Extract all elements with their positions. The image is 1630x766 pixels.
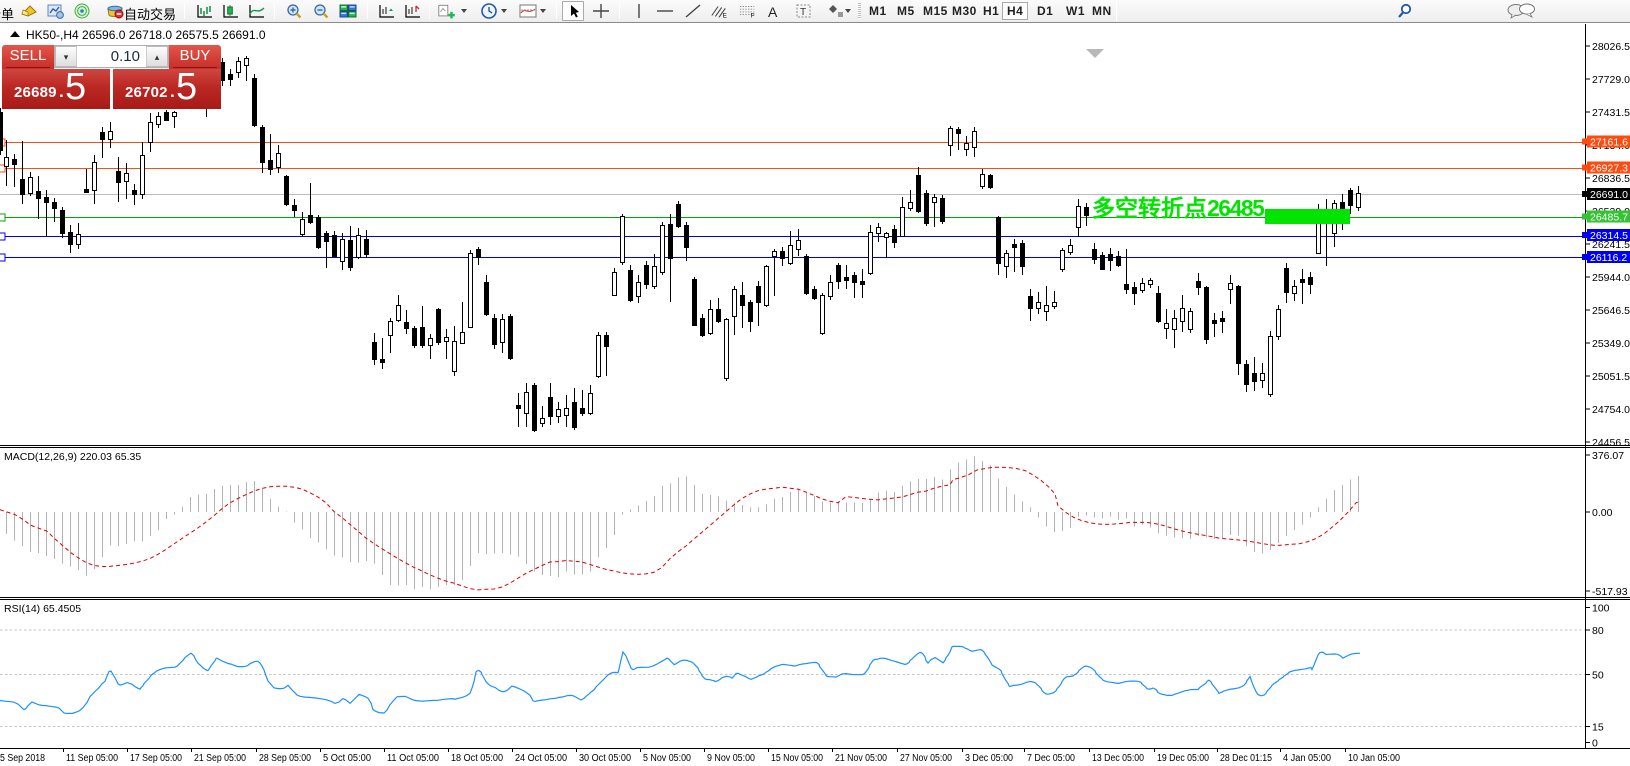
svg-text:26691.0: 26691.0: [1590, 189, 1628, 201]
svg-text:376.07: 376.07: [1592, 450, 1624, 462]
svg-text:多空转折点26485: 多空转折点26485: [1092, 195, 1265, 221]
svg-text:27729.0: 27729.0: [1592, 74, 1630, 86]
svg-text:11 Sep 05:00: 11 Sep 05:00: [66, 753, 118, 764]
svg-text:24 Oct 05:00: 24 Oct 05:00: [515, 753, 567, 764]
svg-text:HK50-,H4 26596.0 26718.0 2657: HK50-,H4 26596.0 26718.0 26575.5 26691.0: [26, 28, 266, 42]
svg-text:0: 0: [1592, 738, 1598, 750]
svg-text:E: E: [723, 12, 727, 19]
svg-text:11 Oct 05:00: 11 Oct 05:00: [387, 753, 439, 764]
svg-text:28 Dec 01:15: 28 Dec 01:15: [1220, 753, 1272, 764]
svg-text:26241.5: 26241.5: [1592, 239, 1630, 251]
svg-text:19 Dec 05:00: 19 Dec 05:00: [1157, 753, 1209, 764]
svg-text:5 Oct 05:00: 5 Oct 05:00: [323, 753, 371, 764]
svg-text:F: F: [751, 12, 755, 19]
svg-text:25944.0: 25944.0: [1592, 272, 1630, 284]
svg-text:26485.7: 26485.7: [1590, 212, 1628, 224]
svg-text:15: 15: [1592, 722, 1604, 734]
svg-text:5 Sep 2018: 5 Sep 2018: [0, 753, 45, 764]
svg-text:T: T: [800, 7, 806, 18]
svg-text:25646.5: 25646.5: [1592, 305, 1630, 317]
svg-text:28 Sep 05:00: 28 Sep 05:00: [259, 753, 311, 764]
svg-text:RSI(14) 65.4505: RSI(14) 65.4505: [4, 603, 81, 615]
svg-text:24754.0: 24754.0: [1592, 404, 1630, 416]
svg-text:26927.3: 26927.3: [1590, 163, 1628, 175]
svg-text:27 Nov 05:00: 27 Nov 05:00: [900, 753, 952, 764]
svg-text:0.00: 0.00: [1592, 507, 1613, 519]
svg-text:MACD(12,26,9) 220.03 65.35: MACD(12,26,9) 220.03 65.35: [4, 451, 141, 463]
svg-text:27431.5: 27431.5: [1592, 107, 1630, 119]
svg-text:26314.5: 26314.5: [1590, 230, 1628, 242]
svg-text:15 Nov 05:00: 15 Nov 05:00: [771, 753, 823, 764]
svg-text:5 Nov 05:00: 5 Nov 05:00: [643, 753, 691, 764]
svg-text:21 Sep 05:00: 21 Sep 05:00: [194, 753, 246, 764]
svg-text:13 Dec 05:00: 13 Dec 05:00: [1092, 753, 1144, 764]
svg-text:100: 100: [1592, 603, 1610, 615]
svg-text:25349.0: 25349.0: [1592, 338, 1630, 350]
svg-text:10 Jan 05:00: 10 Jan 05:00: [1348, 753, 1400, 764]
svg-text:50: 50: [1592, 670, 1604, 682]
svg-text:80: 80: [1592, 625, 1604, 637]
svg-text:18 Oct 05:00: 18 Oct 05:00: [451, 753, 503, 764]
svg-text:9 Nov 05:00: 9 Nov 05:00: [707, 753, 755, 764]
svg-text:28026.5: 28026.5: [1592, 41, 1630, 53]
svg-text:3 Dec 05:00: 3 Dec 05:00: [965, 753, 1013, 764]
svg-text:17 Sep 05:00: 17 Sep 05:00: [130, 753, 182, 764]
svg-text:21 Nov 05:00: 21 Nov 05:00: [835, 753, 887, 764]
svg-text:4 Jan 05:00: 4 Jan 05:00: [1283, 753, 1331, 764]
svg-text:24456.5: 24456.5: [1592, 437, 1630, 449]
svg-text:-517.93: -517.93: [1592, 586, 1628, 598]
svg-text:7 Dec 05:00: 7 Dec 05:00: [1027, 753, 1075, 764]
svg-text:26836.5: 26836.5: [1592, 173, 1630, 185]
svg-text:26116.2: 26116.2: [1590, 252, 1627, 264]
svg-text:25051.5: 25051.5: [1592, 371, 1630, 383]
svg-text:30 Oct 05:00: 30 Oct 05:00: [579, 753, 631, 764]
svg-text:27161.6: 27161.6: [1590, 137, 1628, 149]
